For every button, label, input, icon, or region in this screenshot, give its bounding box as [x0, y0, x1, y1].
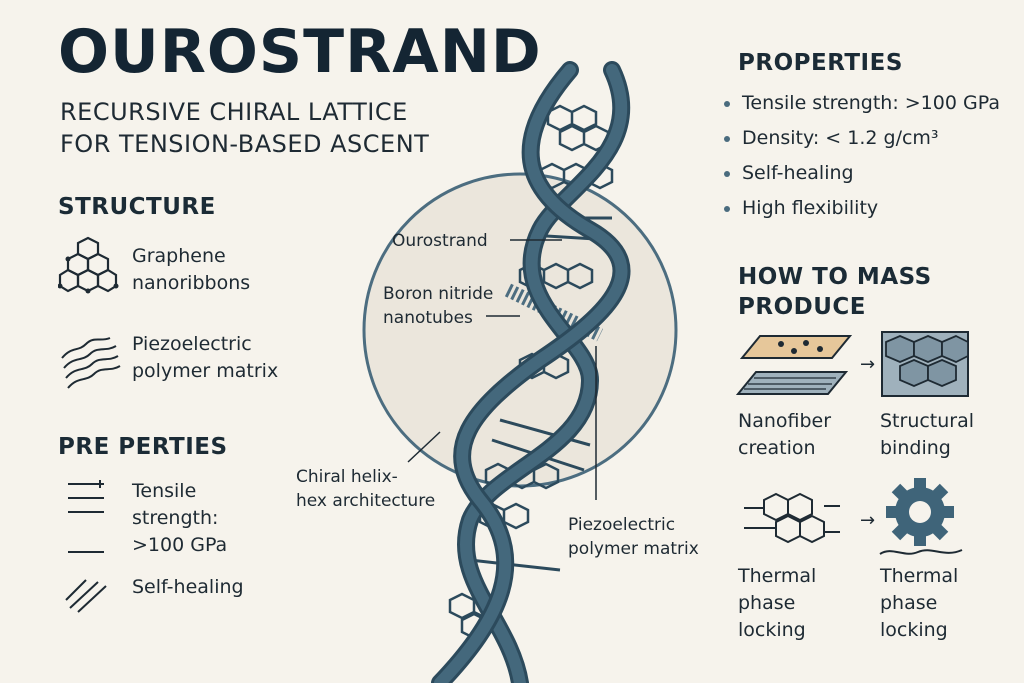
gear-icon — [878, 478, 964, 562]
step-nanofiber-label: Nanofiber creation — [738, 410, 832, 459]
structure-item-graphene: Graphene nanoribbons — [132, 245, 251, 294]
step-thermal-label-1: Thermal phase locking — [738, 565, 817, 641]
step-binding-label: Structural binding — [880, 410, 975, 459]
mass-produce-heading: HOW TO MASS PRODUCE — [738, 264, 932, 320]
page-subtitle: RECURSIVE CHIRAL LATTICE FOR TENSION-BAS… — [60, 98, 430, 158]
left-properties-tensile: Tensile strength: >100 GPa — [132, 480, 228, 556]
label-piezoelectric: Piezoelectric polymer matrix — [568, 515, 699, 559]
right-properties-list: Tensile strength: >100 GPa Density: < 1.… — [724, 86, 1000, 226]
list-item: Tensile strength: >100 GPa — [724, 86, 1000, 121]
structure-heading: STRUCTURE — [58, 194, 216, 220]
step-thermal-label-2: Thermal phase locking — [880, 565, 959, 641]
hatch-lines-icon — [64, 578, 108, 618]
bullet-icon — [724, 135, 730, 142]
left-properties-selfhealing: Self-healing — [132, 576, 244, 598]
arrow-icon: → — [860, 354, 876, 375]
bullet-icon — [724, 205, 730, 212]
label-ourostrand: Ourostrand — [392, 231, 488, 251]
leader-lines — [407, 239, 597, 500]
nanofiber-plate-icon — [735, 334, 853, 402]
backdrop-circle — [362, 172, 678, 488]
list-item: Self-healing — [724, 156, 1000, 191]
graphene-hex-icon — [57, 236, 122, 306]
hex-network-icon — [742, 488, 842, 556]
bullet-icon — [724, 170, 730, 177]
hex-block-icon — [880, 330, 970, 402]
structure-item-piezo: Piezoelectric polymer matrix — [132, 333, 279, 382]
bullet-icon — [724, 100, 730, 107]
tension-lines-icon — [64, 480, 108, 562]
right-properties-heading: PROPERTIES — [738, 50, 903, 76]
label-chiral-helix: Chiral helix- hex architecture — [296, 467, 436, 511]
page-title: OUROSTRAND — [58, 17, 542, 87]
wave-lines-icon — [60, 336, 122, 396]
arrow-icon: → — [860, 510, 876, 531]
list-item: Density: < 1.2 g/cm³ — [724, 121, 1000, 156]
left-properties-heading: PRE PERTIES — [58, 434, 228, 460]
helix-diagram — [362, 61, 678, 683]
list-item: High flexibility — [724, 191, 1000, 226]
label-boron-nitride: Boron nitride nanotubes — [383, 284, 494, 328]
